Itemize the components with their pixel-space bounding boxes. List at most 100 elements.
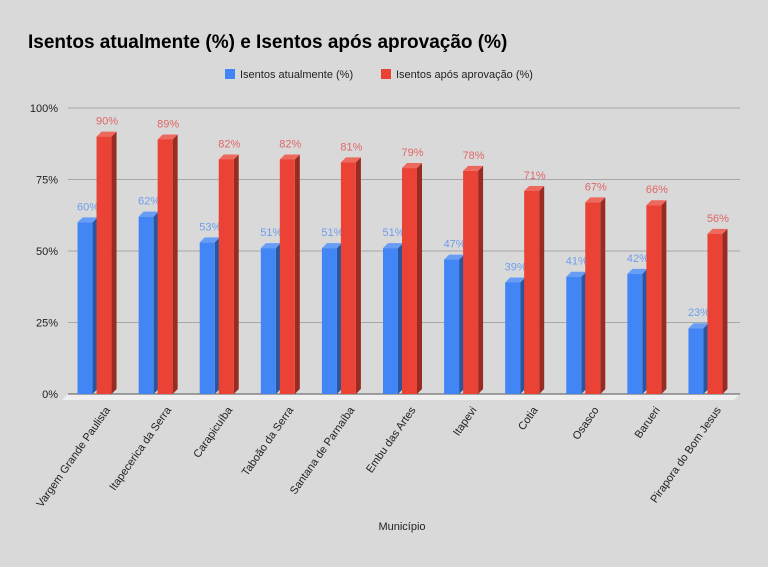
- bar-top: [463, 165, 484, 171]
- chart-title: Isentos atualmente (%) e Isentos após ap…: [28, 32, 507, 53]
- data-label: 60%: [77, 201, 99, 213]
- bar-face: [646, 205, 662, 394]
- bar: [96, 131, 117, 394]
- data-label: 56%: [707, 213, 729, 225]
- bar-face: [260, 248, 276, 394]
- y-tick-label: 100%: [30, 103, 58, 115]
- bar-face: [444, 259, 460, 394]
- chart-floor: [62, 394, 740, 400]
- data-label: 90%: [96, 116, 118, 128]
- x-tick-label: Pirapora do Bom Jesus: [648, 404, 724, 505]
- bars: 60% 90% 62% 89% 53% 82% 51% 82% 51% 81% 51% 79% 47% 7…: [77, 116, 729, 394]
- bar-top: [688, 323, 709, 329]
- bar-top: [524, 185, 545, 191]
- bar-top: [340, 157, 361, 163]
- bar: [157, 134, 178, 394]
- bar-face: [340, 162, 356, 394]
- bar-side: [172, 134, 178, 394]
- bar-top: [157, 134, 178, 140]
- bar-side: [153, 211, 159, 394]
- x-tick-label: Embu das Artes: [364, 404, 419, 475]
- bar: [646, 200, 667, 394]
- bar: [688, 323, 709, 394]
- bar-face: [157, 139, 173, 394]
- bar: [463, 165, 484, 394]
- x-axis-label: Município: [378, 521, 425, 533]
- bar-face: [463, 170, 479, 394]
- bar-side: [642, 268, 648, 394]
- bar: [402, 163, 422, 394]
- bar-face: [707, 233, 723, 394]
- bar: [279, 154, 300, 394]
- x-tick-label: Cotia: [516, 404, 541, 433]
- bar-side: [355, 157, 361, 394]
- bar-side: [703, 323, 709, 394]
- data-label: 71%: [524, 170, 546, 182]
- bar-side: [661, 200, 667, 394]
- data-label: 79%: [401, 147, 423, 159]
- data-label: 51%: [321, 227, 343, 239]
- x-tick-label: Itapecerica da Serra: [107, 404, 174, 493]
- x-tick-label: Barueri: [633, 405, 663, 441]
- data-label: 66%: [646, 184, 668, 196]
- bar: [505, 277, 526, 394]
- bar: [524, 185, 545, 394]
- data-label: 81%: [340, 141, 362, 153]
- bar: [321, 243, 342, 394]
- bar-side: [539, 185, 545, 394]
- bar-face: [585, 202, 601, 394]
- bar: [627, 268, 648, 394]
- legend: Isentos atualmente (%) Isentos após aprov…: [225, 69, 533, 81]
- bar-top: [260, 243, 281, 249]
- bar-top: [627, 268, 648, 274]
- bar-face: [505, 282, 521, 394]
- bar: [585, 197, 606, 394]
- bar: [138, 211, 159, 394]
- bar-face: [218, 159, 234, 394]
- bar-side: [417, 163, 422, 394]
- bar-face: [566, 276, 582, 394]
- bar-face: [77, 222, 93, 394]
- bar-top: [138, 211, 159, 217]
- bar-face: [199, 242, 215, 394]
- bar-side: [520, 277, 526, 394]
- data-label: 47%: [444, 239, 466, 251]
- bar-top: [218, 154, 239, 160]
- data-label: 53%: [199, 221, 221, 233]
- data-label: 67%: [585, 181, 607, 193]
- x-tick-label: Itapevi: [451, 405, 479, 438]
- bar-side: [214, 237, 220, 394]
- bar-top: [279, 154, 300, 160]
- bar-top: [96, 131, 117, 137]
- bar: [218, 154, 239, 394]
- bar-top: [505, 277, 526, 283]
- x-tick-label: Taboão da Serra: [240, 404, 297, 478]
- legend-label: Isentos após aprovação (%): [396, 69, 533, 81]
- y-tick-label: 75%: [36, 175, 58, 187]
- bar-top: [321, 243, 342, 249]
- data-label: 78%: [463, 150, 485, 162]
- bar-side: [233, 154, 239, 394]
- bar: [340, 157, 361, 394]
- bar-top: [646, 200, 667, 206]
- bar: [199, 237, 220, 394]
- bar-top: [199, 237, 220, 243]
- data-label: 41%: [566, 256, 588, 268]
- x-tick-label: Vargem Grande Paulista: [35, 404, 114, 510]
- bar-top: [707, 228, 728, 234]
- data-label: 82%: [279, 138, 301, 150]
- bar-top: [77, 217, 98, 223]
- bar: [383, 243, 403, 394]
- data-label: 42%: [627, 253, 649, 265]
- bar-side: [275, 243, 281, 394]
- bar-face: [688, 328, 704, 394]
- x-tick-label: Osasco: [571, 405, 602, 442]
- data-label: 51%: [382, 227, 404, 239]
- bar-face: [321, 248, 337, 394]
- bar-face: [96, 136, 112, 394]
- bar-top: [383, 243, 403, 249]
- bar-top: [566, 271, 587, 277]
- x-tick-label: Santana de Parnaíba: [288, 404, 358, 497]
